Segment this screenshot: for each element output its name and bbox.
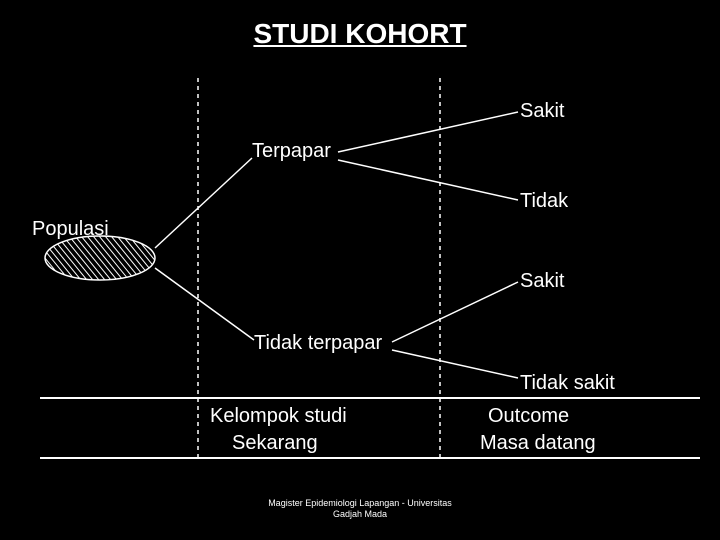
label-outcome: Outcome xyxy=(488,405,569,428)
label-kelompok-studi: Kelompok studi xyxy=(210,405,347,428)
label-sekarang: Sekarang xyxy=(232,432,318,455)
label-tidak-terpapar: Tidak terpapar xyxy=(254,332,382,355)
label-masa-datang: Masa datang xyxy=(480,432,596,455)
label-tidak-sakit-2: Tidak sakit xyxy=(520,372,615,395)
footer-text: Magister Epidemiologi Lapangan - Univers… xyxy=(0,498,720,520)
footer-line1: Magister Epidemiologi Lapangan - Univers… xyxy=(268,498,452,508)
label-sakit-1: Sakit xyxy=(520,100,564,123)
footer-line2: Gadjah Mada xyxy=(333,509,387,519)
label-terpapar: Terpapar xyxy=(252,140,331,163)
diagram-svg xyxy=(0,0,720,540)
label-tidak-1: Tidak xyxy=(520,190,568,213)
label-sakit-2: Sakit xyxy=(520,270,564,293)
label-populasi: Populasi xyxy=(32,218,109,241)
